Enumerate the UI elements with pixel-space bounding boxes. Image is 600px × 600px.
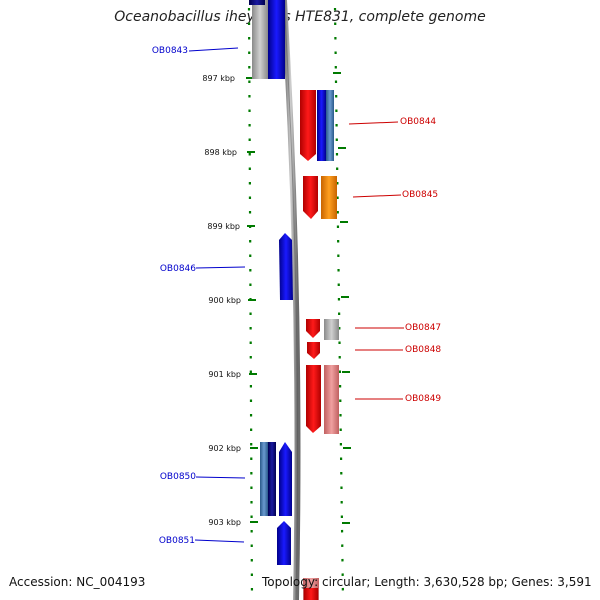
gene-label-OB0851[interactable]: OB0851 bbox=[159, 536, 195, 546]
reverse-genes bbox=[300, 90, 339, 600]
gene-bottom-red bbox=[304, 588, 318, 600]
map-title: Oceanobacillus iheyensis HTE831, complet… bbox=[114, 9, 486, 25]
gene-OB0843-gray bbox=[252, 0, 268, 79]
tick-label-899: 899 kbp bbox=[207, 222, 240, 231]
gene-OB0849 bbox=[306, 365, 321, 433]
gene-OB0850 bbox=[279, 442, 292, 516]
genome-summary: Topology: circular; Length: 3,630,528 bp… bbox=[262, 575, 592, 589]
tick-label-902: 902 kbp bbox=[208, 444, 241, 453]
gene-label-OB0848[interactable]: OB0848 bbox=[405, 345, 441, 355]
tick-label-898: 898 kbp bbox=[204, 148, 237, 157]
gene-label-OB0847[interactable]: OB0847 bbox=[405, 323, 441, 333]
gene-OB0850-steel bbox=[260, 442, 268, 516]
gene-OB0850-navy bbox=[268, 442, 276, 516]
gene-OB0843 bbox=[268, 0, 285, 79]
gene-label-OB0843[interactable]: OB0843 bbox=[152, 46, 188, 56]
gene-OB0844-steel bbox=[326, 90, 334, 161]
gene-label-OB0850[interactable]: OB0850 bbox=[160, 472, 196, 482]
gene-OB0847 bbox=[306, 319, 320, 338]
gene-label-OB0845[interactable]: OB0845 bbox=[402, 190, 438, 200]
gene-label-OB0846[interactable]: OB0846 bbox=[160, 264, 196, 274]
gene-label-OB0844[interactable]: OB0844 bbox=[400, 117, 436, 127]
gene-label-OB0849[interactable]: OB0849 bbox=[405, 394, 441, 404]
gene-OB0851 bbox=[277, 521, 291, 565]
gene-OB0844 bbox=[300, 90, 316, 161]
gene-OB0845-orange bbox=[321, 176, 337, 219]
gene-OB0846 bbox=[279, 233, 293, 300]
gene-OB0849-pink bbox=[324, 365, 339, 434]
gene-top-navy bbox=[249, 0, 265, 5]
accession-label: Accession: NC_004193 bbox=[9, 575, 146, 589]
gene-OB0847-gray bbox=[324, 319, 339, 340]
tick-label-897: 897 kbp bbox=[202, 74, 235, 83]
tick-label-900: 900 kbp bbox=[208, 296, 241, 305]
gene-OB0848 bbox=[307, 342, 320, 359]
tick-track-left bbox=[247, 7, 254, 600]
gene-OB0844-blue bbox=[317, 90, 326, 161]
gene-OB0845 bbox=[303, 176, 318, 219]
forward-genes bbox=[249, 0, 293, 565]
tick-track-right bbox=[333, 7, 345, 600]
kbp-ticks bbox=[246, 72, 351, 524]
tick-label-901: 901 kbp bbox=[208, 370, 241, 379]
tick-label-903: 903 kbp bbox=[208, 518, 241, 527]
label-leaders bbox=[188, 47, 404, 543]
